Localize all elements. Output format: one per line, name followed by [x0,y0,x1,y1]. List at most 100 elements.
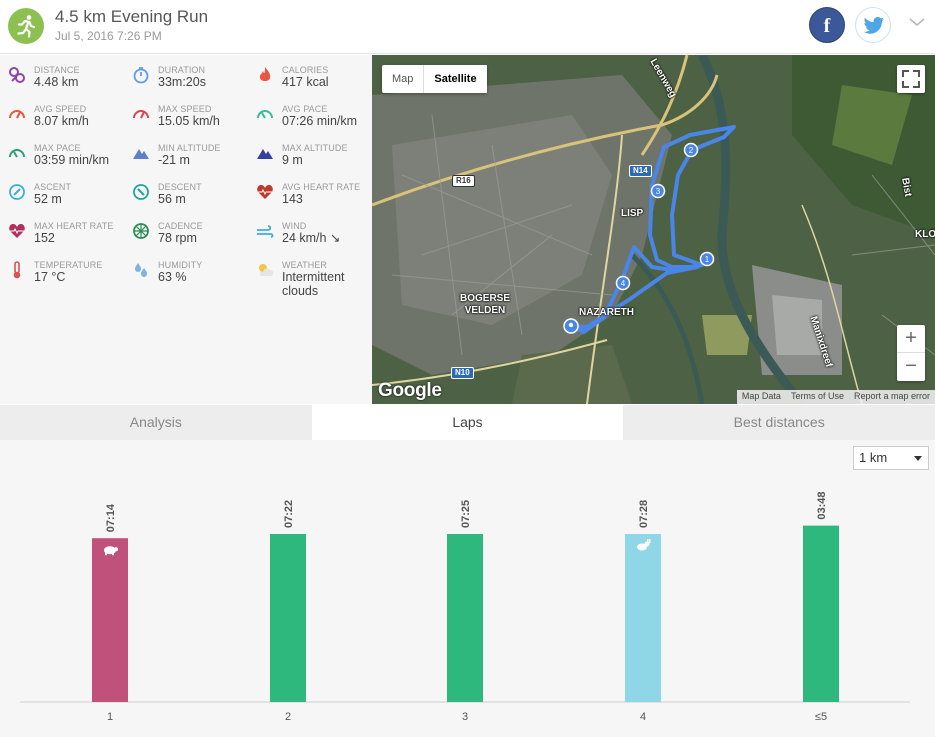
pace-gauge-icon [9,149,25,158]
speedometer-icon [9,110,25,119]
lap-bar-4[interactable] [625,534,661,702]
road-shield-n10: N10 [451,367,474,379]
stat-label: DISTANCE [34,65,80,75]
stat-label: MAX HEART RATE [34,221,114,231]
stat-value: 143 [282,192,303,206]
zoom-out-button[interactable]: − [905,355,917,377]
stat-value: 9 m [282,153,303,167]
stat-temperature: TEMPERATURE 17 °C [0,260,124,299]
map-type-control: Map Satellite [382,65,487,93]
stat-value: 15.05 km/h [158,114,220,128]
stat-ascent: ASCENT 52 m [0,182,124,221]
road-shield-n14: N14 [629,165,652,177]
lap-marker-4[interactable]: 4 [615,275,631,291]
tab-laps[interactable]: Laps [311,405,624,440]
report-map-error-link[interactable]: Report a map error [853,391,930,401]
stat-value: 152 [34,231,55,245]
activity-title: 4.5 km Evening Run [55,7,209,26]
lap-pace-label: 07:22 [283,500,295,528]
stat-label: WEATHER [282,260,328,270]
stat-value: 56 m [158,192,186,206]
pace-gauge-icon [257,110,273,119]
tab-best-distances[interactable]: Best distances [623,405,935,440]
lap-distance-select[interactable]: 1 km [853,446,929,470]
stat-label: AVG PACE [282,104,328,114]
twitter-bird-icon [863,17,885,34]
rabbit-icon [637,539,651,551]
lap-bar-2[interactable] [270,534,306,702]
svg-text:1: 1 [705,255,710,264]
flame-icon [259,67,271,81]
stat-value: 4.48 km [34,75,79,89]
stat-value: 07:26 min/km [282,114,358,128]
lap-bar-3[interactable] [447,534,483,702]
stat-avg-speed: AVG SPEED 8.07 km/h [0,104,124,143]
terms-of-use-link[interactable]: Terms of Use [790,391,844,401]
stat-label: ASCENT [34,182,72,192]
svg-text:2: 2 [689,146,694,155]
google-logo: Google [378,380,442,401]
stat-value: Intermittent clouds [282,270,345,298]
chevron-down-icon[interactable] [908,16,926,28]
lap-marker-1[interactable]: 1 [699,251,715,267]
twitter-share-button[interactable] [855,7,891,43]
satellite-map-image[interactable] [372,55,935,404]
stat-value: 8.07 km/h [34,114,89,128]
heart-rate-icon [257,185,273,199]
lap-pace-label: 07:14 [105,503,117,532]
stat-humidity: HUMIDITY 63 % [124,260,248,299]
lap-marker-2[interactable]: 2 [683,142,699,158]
stat-duration: DURATION 33m:20s [124,65,248,104]
activity-date: Jul 5, 2016 7:26 PM [55,29,162,43]
stat-value: 24 km/h ↘ [282,231,341,245]
lap-bar-5[interactable] [803,525,839,702]
stat-value: 03:59 min/km [34,153,110,167]
map-type-map-button[interactable]: Map [392,73,414,85]
stat-label: CALORIES [282,65,329,75]
start-location-pin-icon[interactable] [563,318,579,334]
stat-value: 33m:20s [158,75,206,89]
facebook-share-button[interactable]: f [809,7,845,43]
stat-value: 17 °C [34,270,66,284]
descent-compass-icon [133,184,149,200]
lap-distance-select-value: 1 km [859,450,888,465]
stat-label: DURATION [158,65,206,75]
stat-label: WIND [282,221,307,231]
activity-header: 4.5 km Evening Run Jul 5, 2016 7:26 PM f [0,0,935,54]
heart-rate-icon [9,224,25,238]
map-attribution: Map Data Terms of Use Report a map error [736,390,935,404]
route-map[interactable]: Map Satellite + − LISP NAZARETH BOGERSE … [372,55,935,404]
stat-label: AVG HEART RATE [282,182,361,192]
cadence-wheel-icon [133,223,149,239]
map-label-bogerse-velden: BOGERSE VELDEN [460,293,511,316]
stat-value: 52 m [34,192,62,206]
humidity-drops-icon [135,263,147,277]
stat-max-speed: MAX SPEED 15.05 km/h [124,104,248,143]
lap-category-label: 1 [107,711,113,723]
dropdown-arrow-icon [914,456,922,461]
stat-label: TEMPERATURE [34,260,103,270]
stat-max-heart-rate: MAX HEART RATE 152 [0,221,124,260]
laps-panel: 07:14 1 07:22 2 07:25 3 07:28 4 03:48 ≤5 1 km [0,440,935,737]
tab-analysis[interactable]: Analysis [0,405,312,440]
road-shield-r16: R16 [452,175,475,187]
stat-label: MAX SPEED [158,104,212,114]
fullscreen-button[interactable] [897,65,925,93]
map-label-klo: KLO [915,229,935,240]
stat-label: AVG SPEED [34,104,87,114]
stat-cadence: CADENCE 78 rpm [124,221,248,260]
map-type-satellite-button[interactable]: Satellite [423,65,487,93]
lap-bar-1[interactable] [92,538,128,702]
lap-marker-3[interactable]: 3 [650,183,666,199]
turtle-icon [104,546,118,556]
map-data-link[interactable]: Map Data [741,391,781,401]
lap-pace-label: 07:28 [638,500,650,528]
thermometer-icon [13,261,21,279]
zoom-in-button[interactable]: + [897,325,925,353]
stat-distance: DISTANCE 4.48 km [0,65,124,104]
stat-min-altitude: MIN ALTITUDE -21 m [124,143,248,182]
stat-max-pace: MAX PACE 03:59 min/km [0,143,124,182]
lap-category-label: 2 [285,711,291,723]
stats-panel: DISTANCE 4.48 km DURATION 33m:20s CALORIES 41… [0,55,372,404]
route-markers: 1 2 3 4 [563,142,715,334]
